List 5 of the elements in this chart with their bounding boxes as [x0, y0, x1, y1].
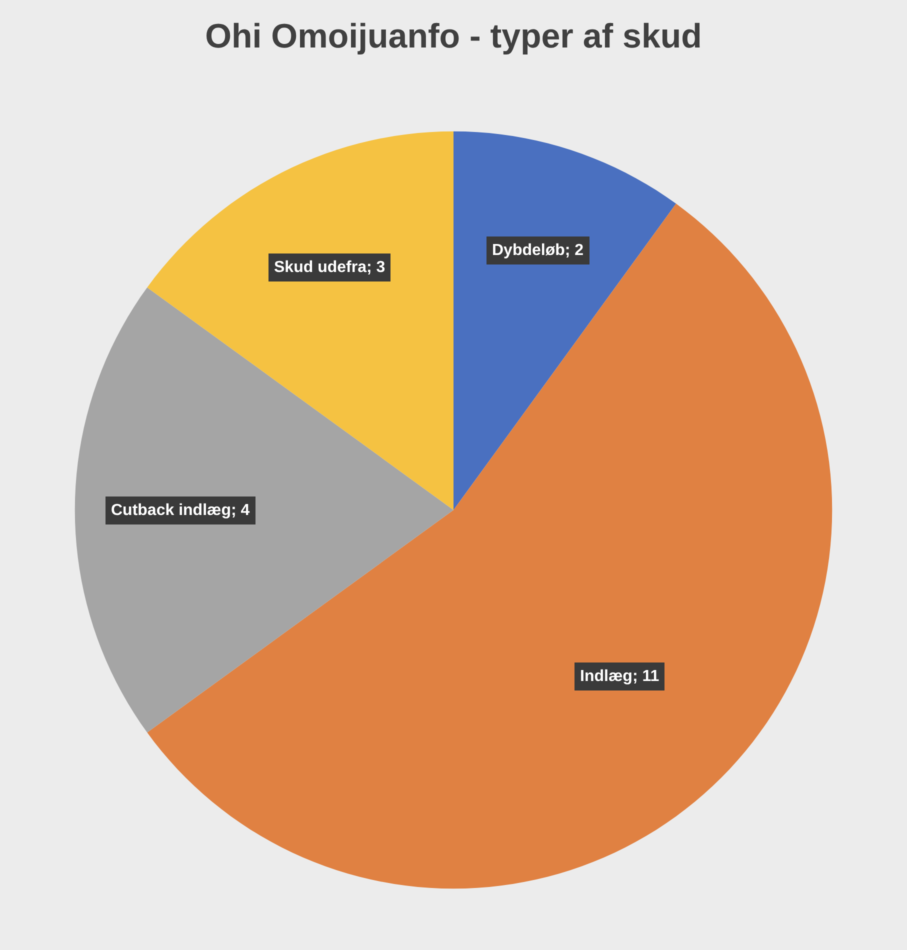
slice-label: Skud udefra; 3: [274, 259, 386, 276]
slice-label: Indlæg; 11: [580, 668, 660, 685]
slice-label: Dybdeløb; 2: [492, 242, 584, 259]
slice-label: Cutback indlæg; 4: [111, 502, 250, 519]
chart-title: Ohi Omoijuanfo - typer af skud: [205, 18, 702, 56]
